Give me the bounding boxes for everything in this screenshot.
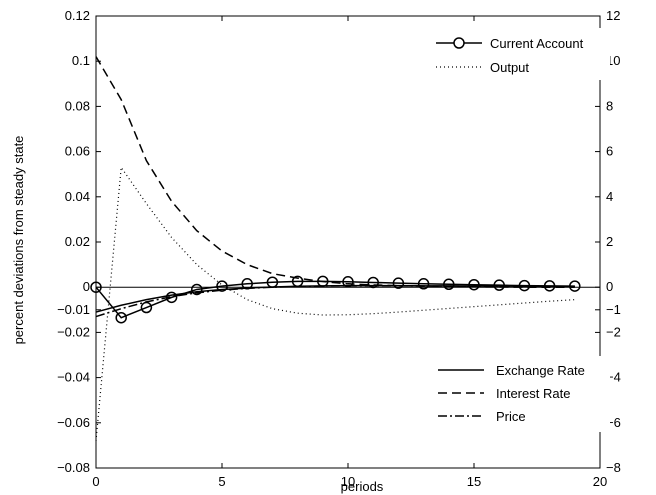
series-current-account-point <box>443 278 455 291</box>
y-right-tick-label: 2 <box>606 234 613 249</box>
y-left-tick-label: 0.02 <box>65 234 90 249</box>
x-tick-label: 5 <box>218 474 225 489</box>
x-tick-label: 0 <box>92 474 99 489</box>
series-current-account-point <box>115 311 127 324</box>
series-current-account-point <box>493 279 505 291</box>
legend-current-account-marker <box>453 37 465 49</box>
y-right-tick-label: 12 <box>606 8 620 23</box>
y-left-tick-label: 0.04 <box>65 189 90 204</box>
x-tick-label: 10 <box>341 474 355 489</box>
series-current-account-point <box>367 276 379 289</box>
series-price-line <box>95 285 575 318</box>
y-left-tick-label: −0.02 <box>57 324 90 339</box>
y-left-tick-label: 0 <box>83 279 90 294</box>
y-left-tick-label: −0.08 <box>57 460 90 475</box>
y-left-tick-label: 0.1 <box>72 53 90 68</box>
y-axis-label: percent deviations from steady state <box>11 136 26 345</box>
y-right-tick-label: 0 <box>606 279 613 294</box>
x-axis-label: periods <box>341 479 384 494</box>
y-right-tick-label: −2 <box>606 324 621 339</box>
legend-bottom-box <box>428 356 610 432</box>
series-current-account-point <box>392 277 405 289</box>
series-current-account-point <box>191 283 203 296</box>
legend-exchange-rate-label: Exchange Rate <box>496 363 585 378</box>
y-left-tick-label: 0.06 <box>65 144 90 159</box>
legend-top-box <box>428 28 610 80</box>
y-right-tick-label: 4 <box>606 189 613 204</box>
series-current-account-point <box>342 276 354 288</box>
y-right-tick-label: −8 <box>606 460 621 475</box>
y-right-tick-label: 6 <box>606 144 613 159</box>
y-left-tick-label: −0.04 <box>57 370 90 385</box>
y-left-tick-label: 0.08 <box>65 98 90 113</box>
y-left-tick-label: 0.12 <box>65 8 90 23</box>
legend-bottom: Exchange Rate Interest Rate Price <box>428 356 610 432</box>
legend-top: Current Account Output <box>428 28 610 80</box>
x-tick-label: 15 <box>467 474 481 489</box>
series-current-account-point <box>216 280 228 292</box>
y-right-tick-label: −1 <box>606 302 621 317</box>
y-left-tick-label: −0.01 <box>57 302 90 317</box>
y-left-tick-label: −0.06 <box>57 415 90 430</box>
series-current-account-point <box>468 278 480 291</box>
y-right-tick-label: 8 <box>606 98 613 113</box>
legend-output-label: Output <box>490 60 529 75</box>
legend-price-label: Price <box>496 409 526 424</box>
plot-area: 0 5 10 15 20−0.08−0.06−0.04−0.02−0.0100.020.… <box>57 8 621 489</box>
legend-current-account-label: Current Account <box>490 36 584 51</box>
series-interest-rate-line <box>95 56 575 288</box>
series-current-account-point <box>417 278 430 290</box>
x-tick-label: 20 <box>593 474 607 489</box>
series-current-account-point <box>90 281 102 293</box>
legend-interest-rate-label: Interest Rate <box>496 386 570 401</box>
